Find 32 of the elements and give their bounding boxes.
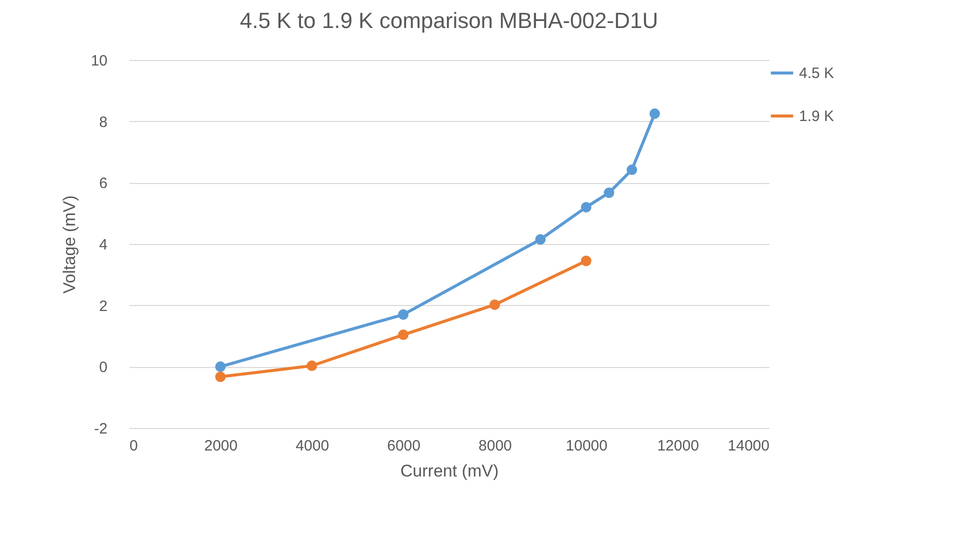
x-tick-label: 10000	[566, 438, 608, 454]
legend-label: 4.5 K	[799, 65, 834, 82]
x-tick-label: 12000	[657, 438, 699, 454]
x-tick-label: 2000	[204, 438, 238, 454]
y-tick-label: 0	[99, 359, 108, 376]
point	[626, 164, 638, 176]
y-tick-label: -2	[94, 420, 108, 438]
chart-title: 4.5 K to 1.9 K comparison MBHA-002-D1U	[240, 8, 658, 33]
y-tick-label: 6	[99, 175, 108, 192]
point	[604, 188, 614, 198]
x-tick-label: 0	[130, 438, 138, 454]
y-tick-label: 10	[90, 52, 108, 70]
point	[215, 372, 226, 382]
y-tick-label: 2	[99, 298, 108, 315]
point	[580, 256, 592, 266]
x-tick-label: 8000	[478, 438, 512, 454]
point	[398, 330, 409, 340]
point	[580, 202, 592, 212]
y-tick-label: 8	[99, 114, 108, 131]
point	[215, 361, 226, 372]
point	[398, 309, 409, 320]
point	[306, 360, 318, 371]
x-tick-label: 6000	[387, 438, 420, 454]
legend-label: 1.9 K	[799, 108, 834, 125]
x-tick-label: 4000	[296, 438, 330, 454]
y-tick-label: 4	[99, 236, 108, 254]
point	[535, 234, 546, 245]
point	[489, 299, 500, 310]
point	[649, 108, 660, 119]
x-tick-label: 14000	[728, 438, 770, 454]
x-axis-title: Current (mV)	[400, 462, 499, 480]
y-axis-title: Voltage (mV)	[60, 195, 79, 294]
